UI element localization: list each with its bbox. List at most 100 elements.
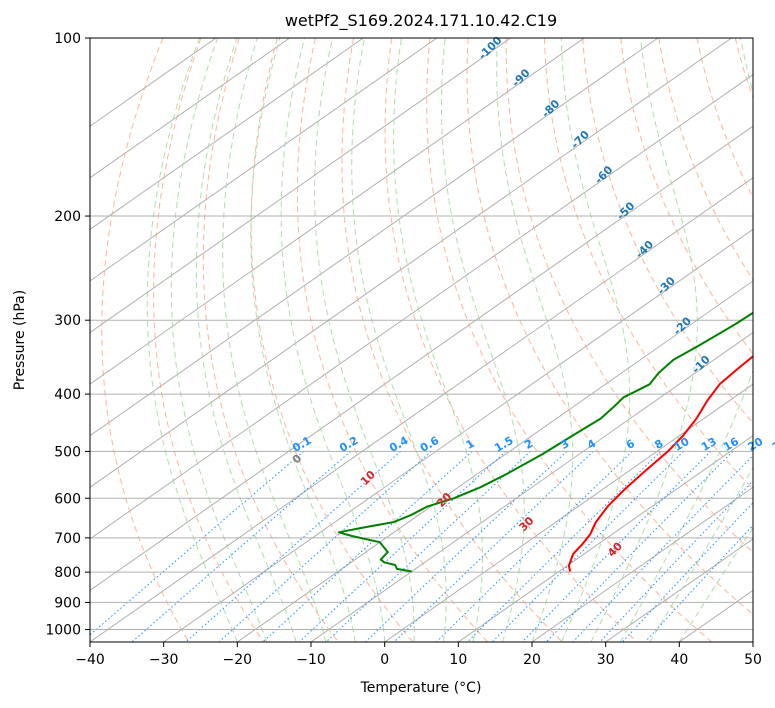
y-tick-label: 700 (54, 531, 81, 547)
isotherm-label: -70 (569, 128, 592, 151)
background-lines (90, 38, 753, 642)
isotherm-line (90, 38, 290, 179)
isotherm-label: -60 (592, 163, 615, 186)
mixing-ratio-label: 3 (558, 437, 571, 452)
moist-adiabat-line (280, 38, 386, 642)
isotherm-label: -80 (539, 97, 562, 120)
y-tick-label: 400 (54, 387, 81, 403)
dry-adiabat-line (426, 38, 713, 642)
y-tick-label: 600 (54, 491, 81, 507)
mixing-ratio-line (298, 451, 507, 642)
dry-adiabat-line (153, 38, 264, 642)
moist-adiabat-line (619, 38, 753, 642)
moist-adiabat-line (314, 38, 415, 642)
y-tick-label: 500 (54, 444, 81, 460)
y-tick-label: 900 (54, 595, 81, 611)
isotherm-line (90, 38, 585, 385)
moist-adiabat-line (170, 38, 268, 642)
mixing-ratio-line (185, 451, 401, 642)
mixing-ratio-line (90, 451, 305, 636)
isotherm-line (90, 125, 753, 592)
x-tick-label: −30 (149, 652, 179, 668)
moist-adiabat-line (560, 38, 631, 642)
isotherm-label: -30 (655, 274, 678, 297)
dry-adiabat-label: 30 (517, 514, 537, 534)
moist-adiabat-line (678, 526, 753, 642)
x-tick-label: 0 (380, 652, 389, 668)
isotherm-label: -40 (633, 238, 656, 261)
chart-title: wetPf2_S169.2024.171.10.42.C19 (285, 11, 557, 31)
x-tick-label: −10 (296, 652, 326, 668)
x-tick-label: −40 (75, 652, 105, 668)
dry-adiabat-line (734, 38, 753, 100)
y-tick-label: 800 (54, 565, 81, 581)
y-axis: 100 200 300 400 500 600 700 800 900 1000 (45, 31, 90, 638)
isotherm-label: -50 (614, 199, 637, 222)
isotherm-line (605, 538, 753, 642)
x-tick-label: 30 (597, 652, 615, 668)
isotherm-line (90, 177, 753, 642)
isotherm-label: -90 (509, 66, 532, 89)
moist-adiabat-line (222, 38, 327, 642)
temperature-line (567, 355, 753, 572)
dry-adiabat-line (101, 38, 190, 642)
isotherm-line (90, 38, 659, 437)
dry-adiabat-line (582, 38, 753, 424)
isotherm-label: -10 (690, 353, 713, 376)
dry-adiabat-line (250, 38, 414, 642)
isotherm-line (384, 383, 753, 642)
mixing-ratio-line (364, 451, 568, 642)
dry-adiabat-line (341, 38, 563, 642)
moist-adiabat-line (250, 38, 356, 642)
x-tick-label: 50 (744, 652, 762, 668)
mixing-ratio-line (218, 451, 432, 642)
dry-adiabat-line (296, 38, 488, 642)
isotherm-line (90, 38, 438, 282)
isotherm-line (90, 38, 217, 127)
moist-adiabat-line (393, 38, 483, 642)
y-tick-label: 200 (54, 209, 81, 225)
y-tick-label: 100 (54, 31, 81, 47)
isotherm-line (163, 228, 753, 642)
dry-adiabat-label: 20 (434, 490, 454, 510)
dry-adiabat-line (202, 38, 339, 642)
mixing-ratio-line (572, 454, 753, 642)
pressure-grid (90, 38, 753, 630)
isotherm-line (90, 38, 732, 488)
moist-adiabat-line (496, 38, 574, 642)
mixing-ratio-line (599, 480, 753, 642)
x-axis: −40 −30 −20 −10 0 10 20 30 40 50 (75, 642, 762, 668)
x-tick-label: 20 (523, 652, 541, 668)
isotherm-line (752, 641, 753, 642)
x-tick-label: −20 (223, 652, 253, 668)
dry-adiabat-label: 10 (358, 468, 378, 488)
dry-adiabat-line (620, 38, 753, 355)
mixing-ratio-line (622, 502, 753, 642)
mixing-ratio-line (644, 524, 753, 642)
isotherm-line (458, 435, 753, 642)
moist-adiabat-line (590, 38, 698, 642)
mixing-ratio-line (436, 451, 633, 642)
moist-adiabat-line (351, 38, 447, 642)
dry-adiabat-line (543, 38, 753, 490)
y-tick-label: 1000 (45, 622, 81, 638)
isotherm-line (531, 486, 753, 642)
mixing-ratio-line (521, 451, 712, 642)
mixing-ratio-label: 8 (652, 437, 665, 452)
mixing-ratio-line (467, 451, 662, 642)
x-tick-label: 40 (670, 652, 688, 668)
moist-adiabat-line (441, 38, 525, 642)
x-axis-title: Temperature (°C) (360, 680, 482, 696)
moist-adiabat-line (146, 38, 238, 642)
dry-adiabat-line (505, 38, 753, 554)
isotherm-label: -20 (671, 314, 694, 337)
profile-lines (337, 311, 753, 573)
isotherm-line (310, 331, 753, 642)
isotherm-line (679, 589, 753, 642)
isotherm-line (237, 280, 753, 642)
dewpoint-line (337, 311, 753, 573)
x-tick-label: 10 (449, 652, 467, 668)
mixing-ratio-label: 6 (624, 437, 637, 452)
isotherm-line (90, 38, 364, 230)
